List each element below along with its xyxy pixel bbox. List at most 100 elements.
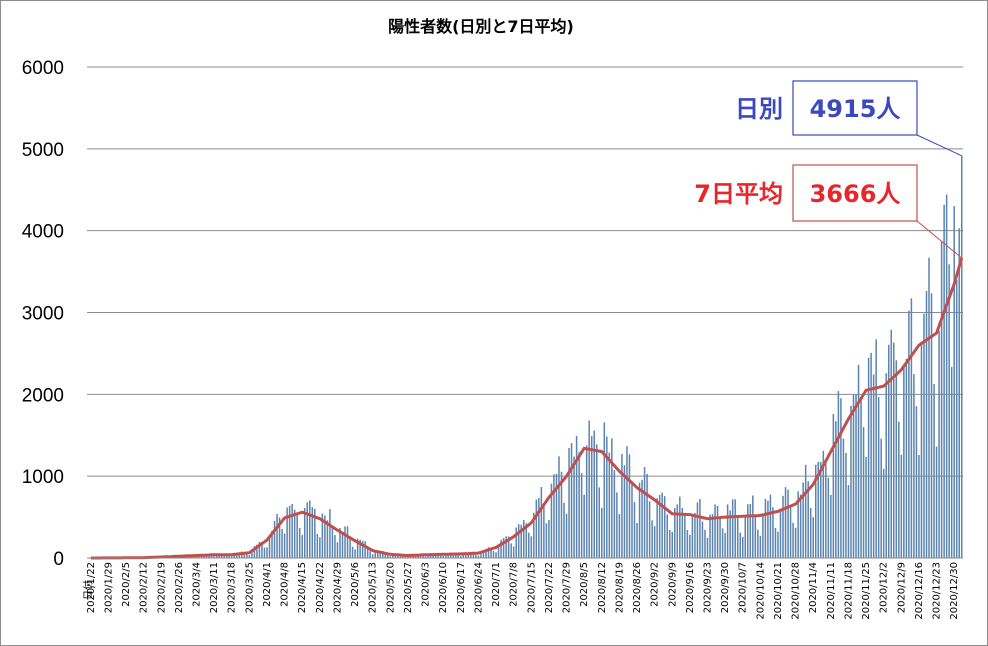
daily-bar (230, 556, 233, 558)
daily-bar (877, 397, 880, 558)
daily-bar (870, 352, 872, 558)
x-axis-label: 日付 (81, 580, 94, 600)
seven-day-average-line (90, 257, 964, 560)
annotation-label: 日別 (735, 95, 783, 123)
daily-bar (794, 527, 797, 558)
x-tick-label: 2020/7/1 (491, 562, 502, 607)
x-tick-label: 2020/12/2 (879, 562, 890, 613)
daily-bar (555, 473, 558, 558)
daily-bar (699, 499, 701, 558)
daily-bar (319, 537, 321, 558)
x-tick-label: 2020/8/19 (614, 562, 625, 613)
daily-bar (835, 421, 837, 558)
daily-bar (268, 536, 271, 558)
daily-bar (543, 503, 545, 558)
daily-bar (387, 554, 389, 558)
daily-bar (447, 553, 449, 558)
daily-bar (729, 510, 731, 558)
x-tick-label: 2020/2/12 (139, 562, 150, 613)
daily-bar (429, 554, 432, 558)
x-tick-label: 2020/12/16 (914, 562, 925, 620)
daily-bar (676, 504, 679, 558)
daily-bar (749, 504, 752, 558)
daily-bar (777, 531, 779, 558)
daily-bar (895, 360, 898, 558)
daily-bar (862, 427, 865, 558)
daily-bar (477, 555, 480, 558)
daily-bar (321, 513, 324, 558)
daily-bar (475, 554, 477, 558)
daily-bar (540, 487, 543, 558)
daily-bar (314, 508, 316, 558)
daily-bar (520, 524, 522, 558)
daily-bar (668, 529, 671, 558)
daily-bar (419, 555, 422, 558)
daily-bar (208, 555, 210, 558)
daily-bar (492, 551, 495, 558)
x-tick-label: 2020/6/3 (421, 562, 432, 607)
daily-bar (329, 509, 331, 558)
x-tick-label: 2020/11/4 (808, 562, 819, 613)
daily-bar (301, 534, 303, 558)
daily-bar (271, 530, 273, 558)
daily-bar (588, 420, 590, 558)
daily-bar (283, 533, 286, 558)
daily-bar (457, 555, 460, 558)
daily-bar (686, 530, 689, 558)
daily-bar (344, 526, 346, 558)
daily-bars (92, 155, 963, 559)
daily-bar (638, 482, 641, 558)
x-tick-label: 2020/5/13 (368, 562, 379, 613)
daily-bar (633, 502, 636, 558)
daily-bar (812, 517, 814, 558)
daily-bar (538, 498, 540, 558)
x-tick-label: 2020/11/25 (861, 562, 872, 620)
daily-bar (674, 507, 676, 558)
daily-bar (887, 344, 890, 558)
callout-box (792, 80, 918, 136)
daily-bar (845, 452, 847, 558)
daily-bar (648, 501, 651, 558)
daily-bar (646, 473, 648, 558)
daily-bar (757, 529, 759, 558)
daily-bar (550, 483, 553, 558)
daily-bar (256, 544, 258, 558)
daily-bar (349, 538, 351, 558)
daily-bar (495, 552, 497, 558)
daily-bar (243, 553, 246, 558)
daily-bar (736, 515, 739, 558)
daily-bar (515, 527, 517, 558)
daily-bar (621, 453, 623, 558)
daily-bar (747, 504, 749, 558)
daily-bar (548, 519, 550, 558)
y-tick-label: 5000 (22, 140, 64, 161)
daily-bar (356, 538, 359, 558)
daily-bar (336, 542, 339, 558)
daily-bar (779, 509, 782, 558)
callout-leader (916, 134, 962, 157)
daily-bar (948, 264, 950, 558)
daily-bar (485, 549, 487, 558)
daily-bar (522, 520, 525, 558)
daily-bar (424, 556, 427, 558)
daily-bar (694, 513, 696, 558)
daily-bar (762, 513, 764, 558)
x-tick-label: 2020/9/9 (667, 562, 678, 607)
daily-bar (784, 487, 787, 558)
daily-bar (940, 241, 943, 558)
daily-bar (351, 546, 354, 558)
daily-bar (719, 518, 721, 558)
daily-bar (865, 457, 867, 558)
daily-bar (885, 373, 887, 558)
daily-bar (814, 464, 817, 558)
x-tick-label: 2020/3/4 (192, 562, 203, 607)
x-tick-label: 2020/2/19 (156, 562, 167, 613)
daily-bar (923, 313, 925, 558)
daily-bar (366, 548, 369, 558)
x-tick-label: 2020/2/26 (174, 562, 185, 613)
daily-bar (711, 514, 714, 558)
daily-bar (326, 520, 329, 558)
daily-bar (331, 525, 334, 558)
daily-bar (855, 394, 857, 558)
